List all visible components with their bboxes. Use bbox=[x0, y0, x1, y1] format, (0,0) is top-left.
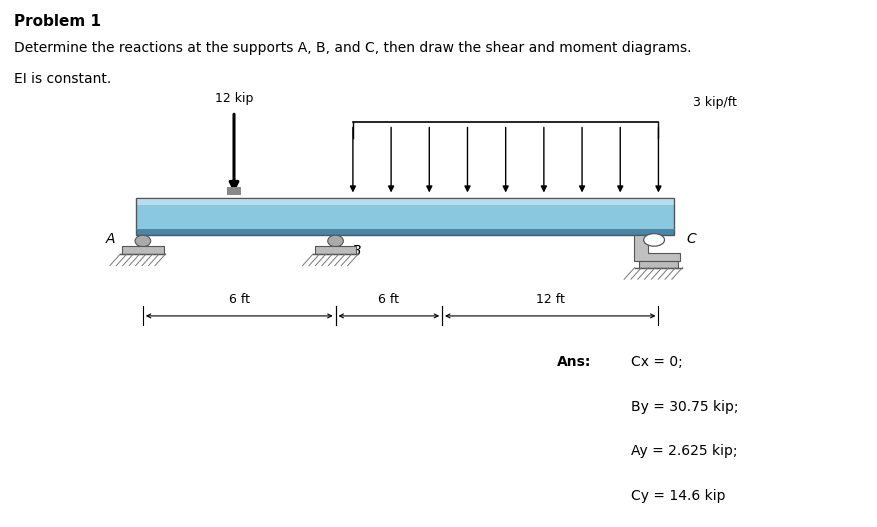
Ellipse shape bbox=[327, 235, 343, 247]
Polygon shape bbox=[136, 229, 674, 235]
Text: 12 kip: 12 kip bbox=[215, 92, 253, 105]
Text: Ans:: Ans: bbox=[556, 355, 590, 369]
Text: Cx = 0;: Cx = 0; bbox=[630, 355, 681, 369]
Text: 6 ft: 6 ft bbox=[378, 294, 399, 307]
Polygon shape bbox=[122, 246, 163, 254]
Text: Problem 1: Problem 1 bbox=[14, 15, 101, 30]
Circle shape bbox=[643, 233, 664, 246]
Text: 6 ft: 6 ft bbox=[228, 294, 249, 307]
Polygon shape bbox=[638, 261, 677, 268]
Text: Cy = 14.6 kip: Cy = 14.6 kip bbox=[630, 489, 724, 503]
Polygon shape bbox=[136, 198, 674, 200]
Text: 12 ft: 12 ft bbox=[535, 294, 564, 307]
Polygon shape bbox=[227, 188, 240, 196]
Polygon shape bbox=[633, 235, 680, 261]
Polygon shape bbox=[314, 246, 356, 254]
Polygon shape bbox=[136, 200, 674, 204]
Text: By = 30.75 kip;: By = 30.75 kip; bbox=[630, 400, 738, 414]
Text: Determine the reactions at the supports A, B, and C, then draw the shear and mom: Determine the reactions at the supports … bbox=[14, 41, 691, 55]
Text: C: C bbox=[686, 232, 695, 246]
Text: A: A bbox=[105, 232, 115, 246]
Text: B: B bbox=[351, 244, 360, 258]
Text: EI is constant.: EI is constant. bbox=[14, 72, 111, 86]
Text: Ay = 2.625 kip;: Ay = 2.625 kip; bbox=[630, 444, 737, 458]
Polygon shape bbox=[136, 204, 674, 229]
Text: 3 kip/ft: 3 kip/ft bbox=[692, 96, 736, 109]
Ellipse shape bbox=[135, 235, 151, 247]
